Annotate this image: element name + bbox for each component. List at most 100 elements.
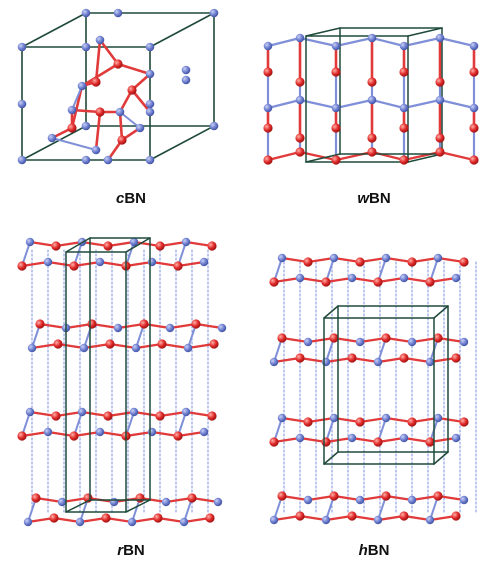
boron-atom [145,69,155,79]
boron-atom [77,407,87,417]
boron-atom [425,515,435,525]
nitrogen-atom [399,123,409,133]
cell-edge [125,237,151,253]
boron-atom [199,427,209,437]
boron-atom [277,253,287,263]
boron-atom [373,515,383,525]
boron-atom [263,41,273,51]
bond [438,150,476,162]
nitrogen-atom [155,241,165,251]
nitrogen-atom [381,333,391,343]
boron-atom [435,95,445,105]
nitrogen-atom [459,417,469,427]
boron-atom [399,433,409,443]
boron-atom [277,413,287,423]
wbn-structure [263,27,479,165]
cbn-caption: cBN [115,190,147,207]
nitrogen-atom [469,123,479,133]
bond [71,85,83,111]
nitrogen-atom [329,491,339,501]
nitrogen-atom [469,155,479,165]
nitrogen-atom [117,135,127,145]
nitrogen-atom [435,133,445,143]
nitrogen-atom [173,261,183,271]
nitrogen-atom [399,511,409,521]
nitrogen-atom [459,257,469,267]
bond [94,110,102,152]
boron-atom [407,337,417,347]
nitrogen-atom [269,277,279,287]
boron-atom [145,99,155,109]
bond [438,36,476,48]
boron-atom [209,8,219,18]
boron-atom [469,41,479,51]
nitrogen-atom [435,147,445,157]
nitrogen-atom [367,77,377,87]
cell-edge [305,153,341,163]
nitrogen-atom [269,437,279,447]
boron-atom [147,427,157,437]
bond [402,36,442,48]
nitrogen-atom [87,319,97,329]
nitrogen-atom [329,333,339,343]
nitrogen-atom [101,513,111,523]
nitrogen-atom [295,353,305,363]
boron-atom [381,413,391,423]
boron-atom [425,357,435,367]
nitrogen-atom [69,431,79,441]
boron-atom [113,8,123,18]
boron-atom [355,337,365,347]
boron-atom [367,95,377,105]
nitrogen-atom [263,155,273,165]
cell-edge [407,153,443,163]
nitrogen-atom [295,511,305,521]
boron-atom [91,145,101,155]
bond [334,36,374,48]
bond [334,150,374,162]
bond [370,98,406,110]
boron-atom [181,407,191,417]
nitrogen-atom [105,339,115,349]
boron-atom [95,35,105,45]
nitrogen-atom [355,257,365,267]
nitrogen-atom [103,241,113,251]
boron-atom [331,41,341,51]
cell-edge [125,499,151,513]
cell-edge [65,237,91,253]
boron-atom [145,107,155,117]
nitrogen-atom [399,155,409,165]
bond [370,36,406,48]
boron-atom [199,257,209,267]
nitrogen-atom [399,67,409,77]
nitrogen-atom [321,277,331,287]
boron-atom [347,273,357,283]
boron-atom [127,517,137,527]
nitrogen-atom [95,107,105,117]
boron-atom [23,517,33,527]
nitrogen-atom [49,513,59,523]
nitrogen-atom [347,353,357,363]
nitrogen-atom [407,257,417,267]
boron-atom [17,155,27,165]
boron-atom [183,343,193,353]
cell-edge [433,451,449,465]
boron-atom [295,95,305,105]
boron-atom [367,33,377,43]
bond [438,98,476,110]
nitrogen-atom [373,437,383,447]
nitrogen-atom [277,491,287,501]
boron-atom [43,257,53,267]
nitrogen-atom [367,133,377,143]
nitrogen-atom [135,493,145,503]
nitrogen-atom [209,339,219,349]
boron-atom [399,103,409,113]
nitrogen-atom [263,67,273,77]
nitrogen-atom [331,123,341,133]
boron-atom [451,433,461,443]
nitrogen-atom [295,147,305,157]
nitrogen-atom [139,319,149,329]
boron-atom [321,515,331,525]
nitrogen-atom [157,339,167,349]
nitrogen-atom [331,67,341,77]
